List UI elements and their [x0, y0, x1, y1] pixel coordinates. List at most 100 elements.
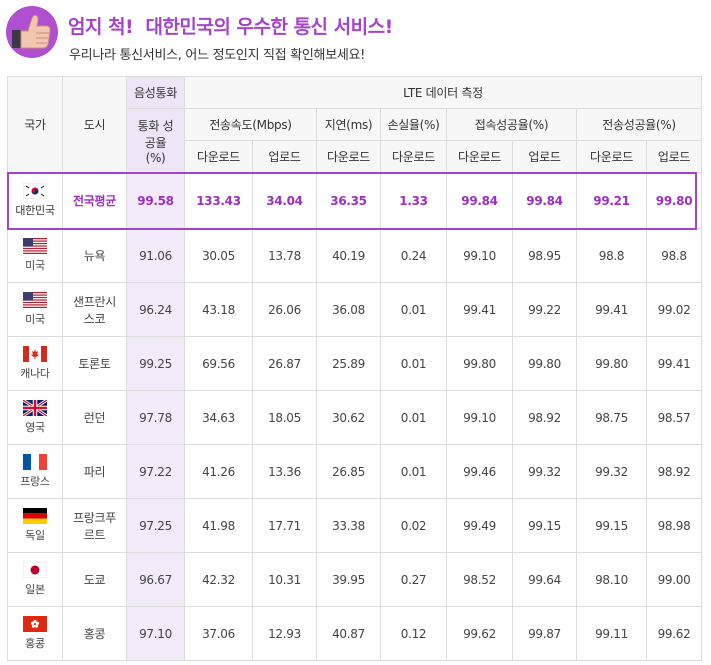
france-flag-icon: [8, 454, 62, 470]
trans-ul-cell: 99.62: [645, 606, 703, 661]
ul-speed-cell: 34.04: [252, 172, 317, 229]
trans-ul-cell: 99.80: [645, 172, 703, 229]
header-loss: 손실율(%): [380, 108, 447, 141]
city-cell: 전국평균: [62, 172, 127, 229]
loss-cell: 1.33: [380, 172, 447, 229]
latency-cell: 30.62: [316, 390, 381, 445]
ul-speed-cell: 13.78: [252, 228, 317, 283]
uk-flag-icon: [8, 400, 62, 416]
conn-dl-cell: 98.52: [446, 552, 513, 607]
country-cell: 홍콩: [7, 606, 63, 661]
header-transfer: 전송성공율(%): [575, 108, 703, 141]
table-row: 프랑스 파리 97.22 41.26 13.36 26.85 0.01 99.46 99.32 9…: [7, 444, 703, 499]
conn-ul-cell: 99.22: [512, 282, 577, 337]
trans-dl-cell: 99.11: [576, 606, 647, 661]
conn-ul-cell: 99.15: [512, 498, 577, 553]
ul-speed-cell: 18.05: [252, 390, 317, 445]
table-row: 미국 뉴욕 91.06 30.05 13.78 40.19 0.24 99.10 98.95 98…: [7, 228, 703, 283]
voice-cell: 97.10: [126, 606, 185, 661]
table-row: 일본 도쿄 96.67 42.32 10.31 39.95 0.27 98.52 99.64 98…: [7, 552, 703, 607]
conn-dl-cell: 99.80: [446, 336, 513, 391]
city-cell: 홍콩: [62, 606, 127, 661]
latency-cell: 33.38: [316, 498, 381, 553]
country-cell: 영국: [7, 390, 63, 445]
ul-speed-cell: 12.93: [252, 606, 317, 661]
country-cell: 일본: [7, 552, 63, 607]
trans-dl-cell: 98.10: [576, 552, 647, 607]
conn-ul-cell: 99.32: [512, 444, 577, 499]
header-country: 국가: [7, 76, 63, 173]
ul-speed-cell: 13.36: [252, 444, 317, 499]
voice-cell: 97.25: [126, 498, 185, 553]
trans-dl-cell: 99.32: [576, 444, 647, 499]
latency-cell: 26.85: [316, 444, 381, 499]
loss-cell: 0.12: [380, 606, 447, 661]
japan-flag-icon: [8, 562, 62, 578]
page-title: 엄지 척! 대한민국의 우수한 통신 서비스!: [68, 16, 393, 38]
dl-speed-cell: 37.06: [184, 606, 253, 661]
country-cell: 독일: [7, 498, 63, 553]
page-subtitle: 우리나라 통신서비스, 어느 정도인지 직접 확인해보세요!: [69, 48, 366, 63]
trans-ul-cell: 98.98: [645, 498, 703, 553]
trans-ul-cell: 99.41: [645, 336, 703, 391]
conn-dl-cell: 99.41: [446, 282, 513, 337]
table-row: 미국 샌프란시스코 96.24 43.18 26.06 36.08 0.01 99.41 99.…: [7, 282, 703, 337]
trans-ul-cell: 98.92: [645, 444, 703, 499]
table-row: 홍콩 홍콩 97.10 37.06 12.93 40.87 0.12 99.62 99.87 99…: [7, 606, 703, 661]
header-city: 도시: [62, 76, 127, 173]
header-latency-download: 다운로드: [316, 140, 381, 173]
table-row: 캐나다 토론토 99.25 69.56 26.87 25.89 0.01 99.80 99.80…: [7, 336, 703, 391]
country-name: 미국: [25, 313, 45, 326]
loss-cell: 0.01: [380, 282, 447, 337]
country-name: 프랑스: [20, 475, 50, 488]
trans-ul-cell: 99.02: [645, 282, 703, 337]
country-cell: 프랑스: [7, 444, 63, 499]
conn-dl-cell: 99.84: [446, 172, 513, 229]
korea-flag-icon: [8, 183, 62, 199]
latency-cell: 39.95: [316, 552, 381, 607]
ul-speed-cell: 26.87: [252, 336, 317, 391]
city-cell: 파리: [62, 444, 127, 499]
city-cell: 도쿄: [62, 552, 127, 607]
hongkong-flag-icon: [8, 616, 62, 632]
ul-speed-cell: 26.06: [252, 282, 317, 337]
germany-flag-icon: [8, 508, 62, 524]
ul-speed-cell: 10.31: [252, 552, 317, 607]
loss-cell: 0.02: [380, 498, 447, 553]
city-cell: 런던: [62, 390, 127, 445]
city-cell: 샌프란시스코: [62, 282, 127, 337]
trans-dl-cell: 98.75: [576, 390, 647, 445]
trans-dl-cell: 99.21: [576, 172, 647, 229]
usa-flag-icon: [8, 292, 62, 308]
header-voice-group: 음성통화: [126, 76, 185, 109]
canada-flag-icon: [8, 346, 62, 362]
trans-ul-cell: 98.57: [645, 390, 703, 445]
voice-cell: 96.67: [126, 552, 185, 607]
table-row-korea: 대한민국 전국평균 99.58 133.43 34.04 36.35 1.33 99.84 99…: [7, 172, 703, 229]
header-transfer-upload: 업로드: [645, 140, 703, 173]
usa-flag-icon: [8, 238, 62, 254]
header-latency: 지연(ms): [316, 108, 381, 141]
table-row: 독일 프랑크푸르트 97.25 41.98 17.71 33.38 0.02 99.49 99.…: [7, 498, 703, 553]
country-cell: 미국: [7, 282, 63, 337]
trans-dl-cell: 98.8: [576, 228, 647, 283]
voice-cell: 99.58: [126, 172, 185, 229]
header-loss-download: 다운로드: [380, 140, 447, 173]
conn-ul-cell: 99.64: [512, 552, 577, 607]
trans-dl-cell: 99.41: [576, 282, 647, 337]
header-lte-group: LTE 데이터 측정: [183, 76, 703, 109]
conn-ul-cell: 99.80: [512, 336, 577, 391]
ul-speed-cell: 17.71: [252, 498, 317, 553]
dl-speed-cell: 34.63: [184, 390, 253, 445]
loss-cell: 0.01: [380, 390, 447, 445]
trans-dl-cell: 99.15: [576, 498, 647, 553]
trans-ul-cell: 98.8: [645, 228, 703, 283]
voice-cell: 91.06: [126, 228, 185, 283]
loss-cell: 0.01: [380, 336, 447, 391]
city-cell: 뉴욕: [62, 228, 127, 283]
dl-speed-cell: 133.43: [184, 172, 253, 229]
latency-cell: 36.08: [316, 282, 381, 337]
city-cell: 토론토: [62, 336, 127, 391]
voice-cell: 96.24: [126, 282, 185, 337]
latency-cell: 40.87: [316, 606, 381, 661]
